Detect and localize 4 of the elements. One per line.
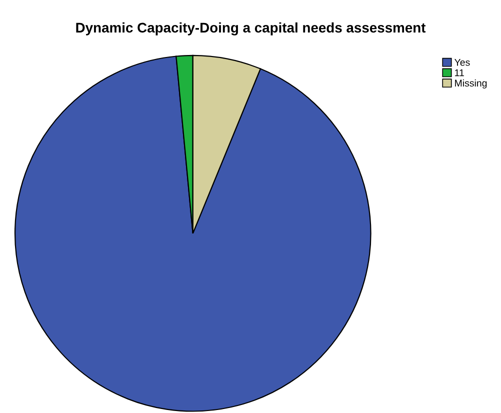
legend-label: 11 — [455, 69, 464, 76]
chart-title: Dynamic Capacity-Doing a capital needs assessment — [76, 22, 426, 36]
legend-label: Yes — [454, 59, 470, 66]
legend-label: Missing — [455, 79, 487, 88]
